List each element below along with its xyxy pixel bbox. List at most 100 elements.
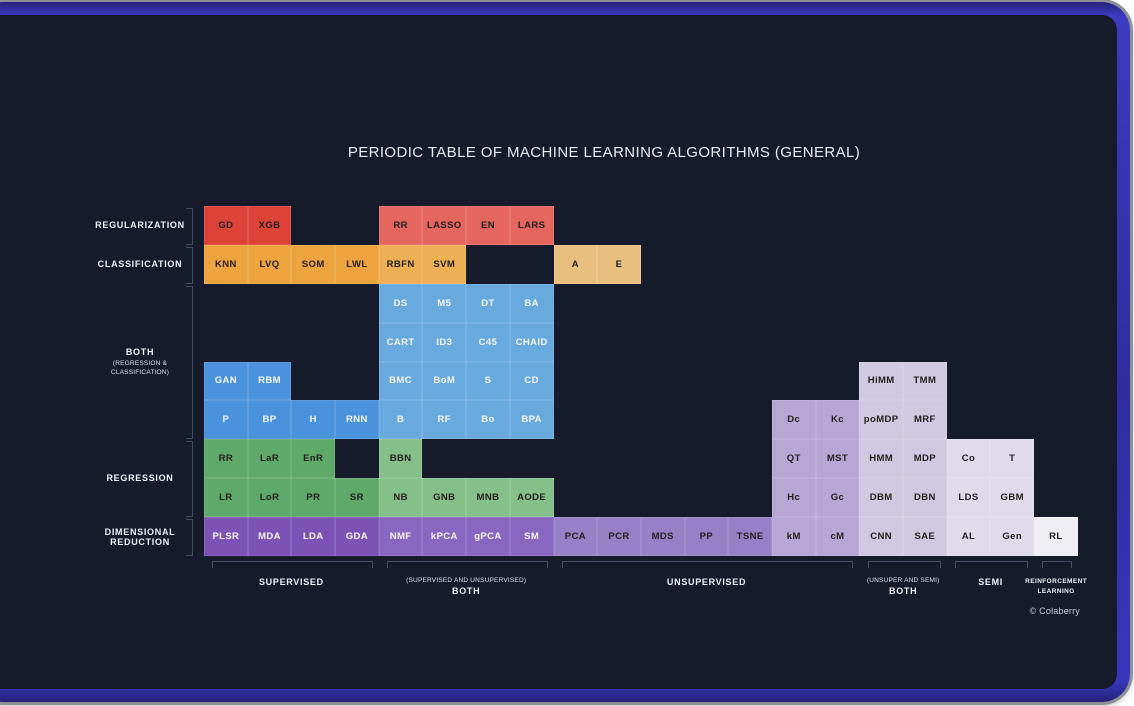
col-group-label: (UNSUPER AND SEMI) BOTH (867, 577, 940, 596)
algorithm-cell: SAE (903, 517, 947, 556)
algorithm-cell: DBM (859, 478, 903, 517)
algorithm-cell: BoM (422, 361, 467, 401)
col-group-bracket (954, 561, 1029, 568)
algorithm-cell: RBM (247, 361, 292, 401)
algorithm-cell: TSNE (728, 517, 772, 556)
col-group-label: UNSUPERVISED (667, 577, 746, 587)
col-group-bracket (1042, 561, 1072, 568)
algorithm-cell: PR (291, 478, 336, 517)
algorithm-cell: EnR (291, 439, 336, 479)
algorithm-cell: BBN (378, 439, 423, 479)
algorithm-cell: KNN (204, 244, 248, 284)
algorithm-cell: Bo (466, 400, 510, 440)
col-group-label-text: UNSUPERVISED (666, 577, 747, 587)
copyright: © Colaberry (1029, 606, 1080, 616)
row-group-label: DIMENSIONAL REDUCTION (78, 527, 202, 547)
col-group-label-text: BOTH (889, 586, 918, 596)
algorithm-cell: SOM (291, 244, 336, 284)
algorithm-cell: PCR (597, 517, 641, 556)
algorithm-cell: MDP (903, 439, 947, 479)
algorithm-cell: Hc (771, 478, 816, 517)
row-group-label-text: CLASSIFICATION (97, 259, 183, 270)
algorithm-cell: LoR (247, 478, 292, 517)
algorithm-cell: PCA (553, 517, 598, 556)
algorithm-cell: RF (422, 400, 467, 440)
algorithm-cell: MRF (903, 400, 947, 440)
col-group-label: SEMI (978, 577, 1003, 587)
algorithm-cell: HMM (859, 439, 903, 479)
row-group-label: BOTH (REGRESSION & CLASSIFICATION) (78, 346, 202, 376)
algorithm-cell: PP (684, 517, 729, 556)
algorithm-cell: LR (204, 478, 248, 517)
col-group-label-text: SUPERVISED (258, 577, 324, 587)
page-title: PERIODIC TABLE OF MACHINE LEARNING ALGOR… (347, 144, 861, 161)
row-group-sublabel-text: (REGRESSION & CLASSIFICATION) (110, 359, 170, 376)
algorithm-cell: CHAID (509, 322, 554, 362)
algorithm-cell: CNN (859, 517, 903, 556)
algorithm-cell: LDS (946, 478, 991, 517)
algorithm-cell: A (553, 244, 598, 284)
algorithm-cell: Dc (771, 400, 816, 440)
algorithm-cell: GNB (422, 478, 467, 517)
algorithm-cell: TMM (903, 361, 947, 401)
algorithm-cell: XGB (247, 206, 292, 245)
algorithm-cell: GBM (990, 478, 1035, 517)
col-group-label: REINFORCEMENT LEARNING (1017, 577, 1095, 598)
row-group-label: REGULARIZATION (78, 220, 202, 230)
algorithm-cell: MST (815, 439, 860, 479)
algorithm-cell: kPCA (422, 517, 467, 556)
col-group-bracket (212, 561, 373, 568)
col-group-bracket (386, 561, 548, 568)
algorithm-cell: RR (378, 206, 423, 245)
algorithm-grid: GD XGB RR LASSO EN LARS KNN LVQ SOM LWL RBFN SVM A E D… (204, 206, 1078, 556)
algorithm-cell: GD (204, 206, 248, 245)
algorithm-cell: BP (247, 400, 292, 440)
algorithm-cell: AL (946, 517, 991, 556)
col-group-label-text: BOTH (452, 586, 481, 596)
algorithm-cell: poMDP (859, 400, 903, 440)
algorithm-cell: B (378, 400, 423, 440)
algorithm-cell: HiMM (859, 361, 903, 401)
algorithm-cell: C45 (466, 322, 510, 362)
row-group-label: REGRESSION (78, 473, 202, 483)
col-group-bracket (867, 561, 941, 568)
row-group-bracket (186, 285, 193, 440)
algorithm-cell: T (990, 439, 1035, 479)
row-group-label-text: REGULARIZATION (95, 220, 185, 231)
algorithm-cell: RL (1034, 517, 1078, 556)
col-group-sublabel-text: (UNSUPER AND SEMI) (866, 577, 940, 584)
col-group-bracket (561, 561, 854, 568)
col-group-label: (SUPERVISED AND UNSUPERVISED) BOTH (406, 577, 526, 596)
row-group-bracket (186, 208, 193, 245)
algorithm-cell: RBFN (378, 244, 423, 284)
poster-panel (0, 15, 1117, 689)
algorithm-cell: Gen (990, 517, 1035, 556)
algorithm-cell: Gc (815, 478, 860, 517)
algorithm-cell: AODE (509, 478, 554, 517)
algorithm-cell: LDA (291, 517, 336, 556)
algorithm-cell: CD (509, 361, 554, 401)
algorithm-cell: LaR (247, 439, 292, 479)
row-group-label-text: REGRESSION (106, 473, 174, 484)
algorithm-cell: LVQ (247, 244, 292, 284)
algorithm-cell: LWL (335, 244, 379, 284)
col-group-sublabel-text: (SUPERVISED AND UNSUPERVISED) (406, 577, 527, 584)
algorithm-cell: MDS (640, 517, 685, 556)
algorithm-cell: E (597, 244, 641, 284)
algorithm-cell: EN (466, 206, 510, 245)
algorithm-cell: SR (335, 478, 379, 517)
algorithm-cell: SVM (422, 244, 467, 284)
row-group-bracket (186, 519, 193, 556)
algorithm-cell: MNB (466, 478, 510, 517)
algorithm-cell: S (466, 361, 510, 401)
algorithm-cell: gPCA (466, 517, 510, 556)
row-group-label-text: BOTH (125, 346, 155, 357)
algorithm-cell: CART (378, 322, 423, 362)
algorithm-cell: RNN (335, 400, 379, 440)
algorithm-cell: BPA (509, 400, 554, 440)
row-group-label: CLASSIFICATION (78, 259, 202, 269)
algorithm-cell: RR (204, 439, 248, 479)
algorithm-cell: NMF (378, 517, 423, 556)
